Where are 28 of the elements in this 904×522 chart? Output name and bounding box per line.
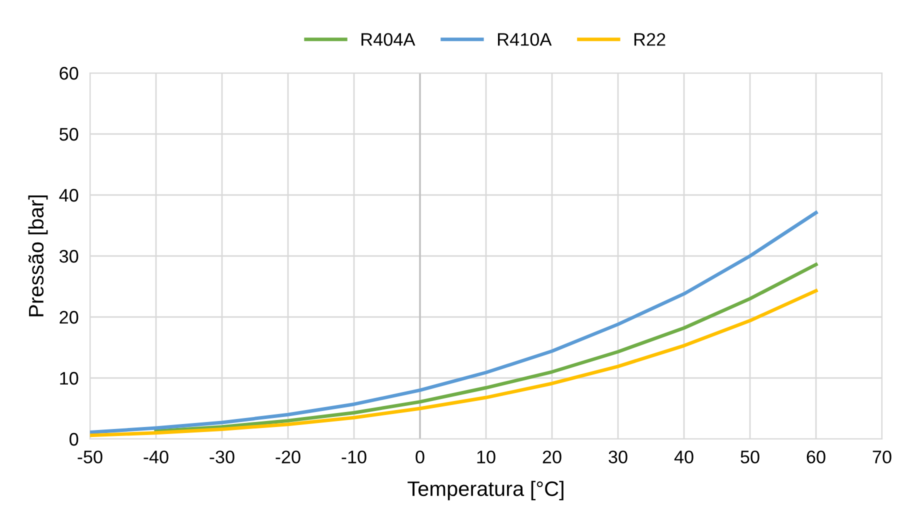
x-tick-label: 20 — [542, 450, 562, 464]
legend-label: R22 — [634, 33, 666, 46]
x-tick-label: 40 — [674, 450, 694, 464]
y-tick-label: 40 — [59, 188, 78, 202]
x-tick-label: -20 — [276, 450, 300, 464]
x-tick-label: 50 — [740, 450, 760, 464]
y-tick-label: 0 — [70, 432, 78, 446]
y-tick-label: 60 — [60, 66, 78, 80]
x-tick-label: 0 — [416, 450, 424, 464]
legend-label: R404A — [362, 33, 416, 46]
x-tick-label: -10 — [342, 450, 366, 464]
x-tick-label: 10 — [477, 450, 496, 464]
x-tick-label: -40 — [144, 450, 168, 464]
x-axis-title: Temperatura [°C] — [408, 480, 564, 500]
line-series — [90, 289, 818, 438]
y-tick-label: 30 — [59, 250, 78, 263]
y-tick-label: 50 — [60, 128, 78, 141]
x-tick-label: 70 — [872, 450, 892, 464]
x-tick-label: -50 — [78, 450, 102, 464]
x-tick-label: -30 — [210, 450, 234, 464]
y-tick-label: 10 — [60, 372, 78, 385]
line-series — [154, 262, 818, 433]
x-tick-label: 60 — [806, 450, 826, 464]
line-series — [90, 210, 818, 434]
y-axis-title: Pressão [bar] — [28, 196, 48, 316]
legend-label: R410A — [498, 33, 552, 46]
y-tick-label: 20 — [60, 310, 78, 324]
x-tick-label: 30 — [608, 450, 628, 464]
